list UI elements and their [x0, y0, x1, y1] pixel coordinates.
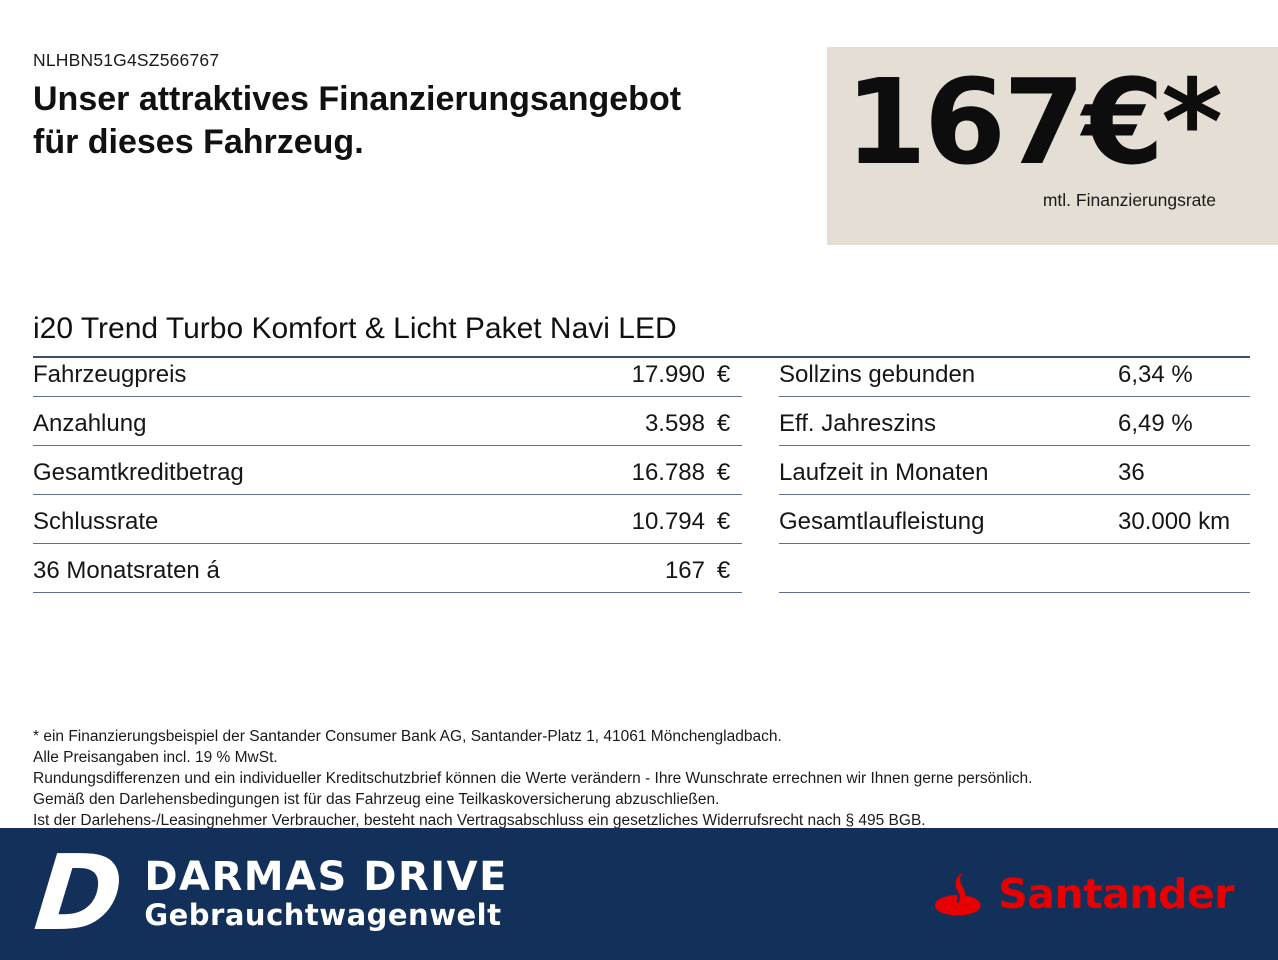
vin-number: NLHBN51G4SZ566767	[33, 50, 220, 70]
row-value: 6,34 %	[1118, 361, 1193, 388]
row-value: 3.598	[644, 410, 705, 437]
row-label: Gesamtkreditbetrag	[33, 459, 244, 486]
row-value: 30.000 km	[1118, 508, 1231, 535]
monthly-rate-caption: mtl. Finanzierungsrate	[1042, 190, 1216, 210]
disclaimer: * ein Finanzierungsbeispiel der Santande…	[33, 726, 1238, 831]
santander-logo: Santander	[934, 870, 1236, 918]
page-title: Unser attraktives Finanzierungsangebot fü…	[33, 78, 823, 164]
row-label: Sollzins gebunden	[779, 361, 976, 388]
finance-table: Fahrzeugpreis 17.990 € Anzahlung 3.598 €…	[33, 348, 1250, 593]
monthly-rate-amount: 167€*	[844, 53, 1223, 191]
row-unit: €	[716, 557, 731, 584]
dealer-name: DARMAS DRIVE	[144, 854, 508, 901]
dealer-subtitle: Gebrauchtwagenwelt	[144, 898, 502, 933]
vehicle-title: i20 Trend Turbo Komfort & Licht Paket Na…	[33, 312, 1250, 358]
row-unit: €	[716, 459, 731, 486]
disclaimer-line: Rundungsdifferenzen und ein individuelle…	[33, 770, 1033, 787]
footer: D DARMAS DRIVE Gebrauchtwagenwelt Santan…	[0, 828, 1278, 960]
row-label: Fahrzeugpreis	[33, 361, 187, 388]
monthly-rate-box: 167€* mtl. Finanzierungsrate	[827, 47, 1278, 245]
disclaimer-line: Alle Preisangaben incl. 19 % MwSt.	[33, 749, 278, 766]
row-unit: €	[716, 361, 731, 388]
row-value: 16.788	[631, 459, 705, 486]
finance-table-right-column: Sollzins gebunden 6,34 % Eff. Jahreszins…	[779, 348, 1250, 593]
row-label: Gesamtlaufleistung	[779, 508, 985, 535]
dealer-logo-text: DARMAS DRIVE Gebrauchtwagenwelt	[144, 857, 508, 930]
row-unit: €	[716, 410, 731, 437]
table-row: Fahrzeugpreis 17.990 €	[33, 348, 742, 397]
row-label: 36 Monatsraten á	[33, 557, 220, 584]
dealer-d-icon: D	[29, 832, 129, 955]
row-value: 10.794	[631, 508, 705, 535]
row-value: 6,49 %	[1118, 410, 1193, 437]
table-row: Gesamtlaufleistung 30.000 km	[779, 495, 1250, 544]
santander-wordmark: Santander	[998, 869, 1234, 918]
dealer-logo: D DARMAS DRIVE Gebrauchtwagenwelt	[30, 832, 508, 954]
disclaimer-line: Gemäß den Darlehensbedingungen ist für d…	[33, 791, 720, 808]
finance-table-left-column: Fahrzeugpreis 17.990 € Anzahlung 3.598 €…	[33, 348, 742, 593]
table-row: Gesamtkreditbetrag 16.788 €	[33, 446, 742, 495]
row-value: 17.990	[631, 361, 705, 388]
row-label: Schlussrate	[33, 508, 159, 535]
table-row: Eff. Jahreszins 6,49 %	[779, 397, 1250, 446]
row-value: 36	[1118, 459, 1145, 486]
row-label: Eff. Jahreszins	[779, 410, 936, 437]
table-row: Anzahlung 3.598 €	[33, 397, 742, 446]
table-column-gap	[742, 348, 779, 593]
table-row	[779, 544, 1250, 593]
row-value: 167	[664, 557, 705, 584]
table-row: 36 Monatsraten á 167 €	[33, 544, 742, 593]
row-label: Laufzeit in Monaten	[779, 459, 989, 486]
santander-flame-icon	[934, 870, 988, 918]
row-label: Anzahlung	[33, 410, 147, 437]
headline-line-1: Unser attraktives Finanzierungsangebot	[33, 80, 682, 118]
disclaimer-line: Ist der Darlehens-/Leasingnehmer Verbrau…	[33, 812, 926, 829]
table-row: Laufzeit in Monaten 36	[779, 446, 1250, 495]
table-row: Schlussrate 10.794 €	[33, 495, 742, 544]
disclaimer-line: * ein Finanzierungsbeispiel der Santande…	[33, 728, 782, 745]
table-row: Sollzins gebunden 6,34 %	[779, 348, 1250, 397]
headline-line-2: für dieses Fahrzeug.	[33, 123, 364, 161]
row-unit: €	[716, 508, 731, 535]
